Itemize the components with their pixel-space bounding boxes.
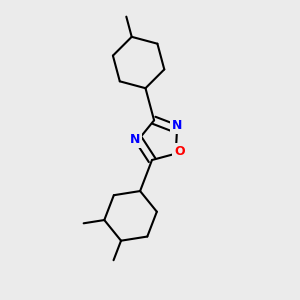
Text: O: O <box>174 145 185 158</box>
Text: N: N <box>172 119 182 132</box>
Text: N: N <box>130 133 140 146</box>
